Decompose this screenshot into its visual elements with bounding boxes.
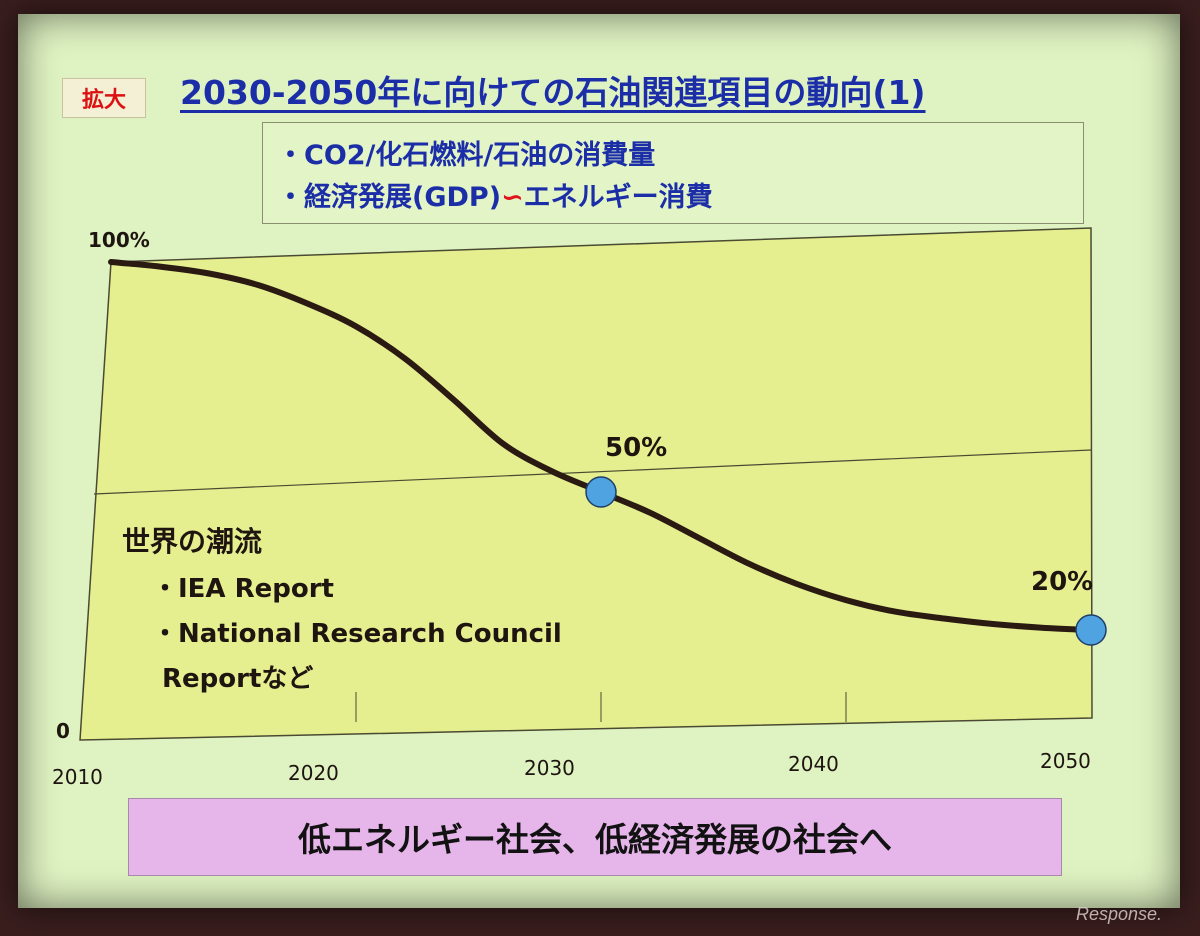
bullet-gdp-energy: ・経済発展(GDP)∽エネルギー消費 bbox=[277, 175, 713, 214]
y-tick-label: 0 bbox=[56, 719, 70, 743]
bullet-box: ・CO2/化石燃料/石油の消費量 ・経済発展(GDP)∽エネルギー消費 bbox=[262, 122, 1084, 224]
notes-item-nrc-cont: Reportなど bbox=[162, 664, 314, 694]
conclusion-banner: 低エネルギー社会、低経済発展の社会へ bbox=[128, 798, 1062, 876]
x-tick-label: 2030 bbox=[524, 756, 575, 780]
proportional-symbol: ∽ bbox=[501, 182, 524, 213]
bullet-consumption: ・CO2/化石燃料/石油の消費量 bbox=[277, 140, 656, 171]
bullet-energy-label: エネルギー消費 bbox=[523, 182, 713, 213]
slide-title: 2030-2050年に向けての石油関連項目の動向(1) bbox=[180, 73, 926, 112]
x-tick-marks bbox=[355, 692, 847, 722]
reference-line-50 bbox=[93, 449, 1092, 495]
x-tick-label: 2010 bbox=[52, 765, 103, 789]
x-tick-label: 2040 bbox=[788, 752, 839, 776]
y-tick-label: 100% bbox=[88, 228, 150, 252]
notes-item-iea: ・IEA Report bbox=[152, 574, 334, 604]
x-tick-label: 2050 bbox=[1040, 749, 1091, 773]
marker-label-2030: 50% bbox=[605, 433, 667, 463]
watermark: Response. bbox=[1076, 904, 1163, 924]
x-tick-label: 2020 bbox=[288, 761, 339, 785]
notes-block: 世界の潮流 ・IEA Report ・National Research Cou… bbox=[122, 520, 562, 703]
notes-item-nrc: ・National Research Council bbox=[152, 619, 562, 649]
bullet-gdp-label: ・経済発展(GDP) bbox=[277, 182, 502, 213]
zoom-badge[interactable]: 拡大 bbox=[62, 78, 146, 118]
data-marker-2050 bbox=[1075, 614, 1107, 646]
data-marker-2030 bbox=[585, 476, 617, 508]
marker-label-2050: 20% bbox=[1031, 567, 1093, 597]
notes-heading: 世界の潮流 bbox=[122, 525, 263, 558]
